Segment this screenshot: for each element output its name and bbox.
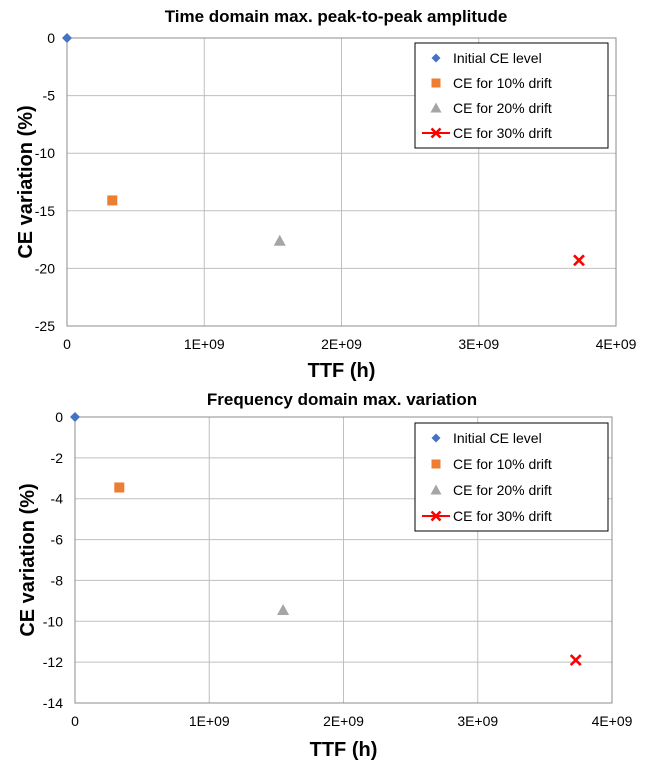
data-point-x xyxy=(573,254,585,267)
legend-box xyxy=(414,422,609,532)
legend-marker xyxy=(430,102,442,113)
y-axis-title: CE variation (%) xyxy=(17,483,39,636)
y-tick-label: -20 xyxy=(35,260,55,276)
legend-label: CE for 20% drift xyxy=(453,482,552,498)
data-point-triangle xyxy=(277,604,290,616)
y-tick-label: 0 xyxy=(55,409,63,425)
y-tick-label: -12 xyxy=(43,654,63,670)
chart-time-domain: Time domain max. peak-to-peak amplitude 0… xyxy=(15,7,637,381)
y-tick-label: -5 xyxy=(43,88,56,104)
legend: Initial CE level CE for 10% drift CE for 2… xyxy=(414,42,609,149)
series-ce-for-20-drift xyxy=(277,604,290,616)
legend-label: CE for 10% drift xyxy=(453,456,552,472)
legend-item-ce-for-30-drift: CE for 30% drift xyxy=(422,125,552,141)
legend-item-initial-ce-level: Initial CE level xyxy=(431,50,542,66)
plot-area xyxy=(74,416,613,704)
series-ce-for-30-drift xyxy=(569,654,582,667)
x-tick-label: 2E+09 xyxy=(321,336,362,352)
x-tick-label: 1E+09 xyxy=(189,713,230,729)
legend-item-ce-for-10-drift: CE for 10% drift xyxy=(431,75,552,91)
data-point-diamond xyxy=(62,33,72,43)
series-ce-for-10-drift xyxy=(114,482,125,493)
legend-item-ce-for-20-drift: CE for 20% drift xyxy=(430,482,552,498)
y-tick-label: -10 xyxy=(35,145,55,161)
legend-item-ce-for-20-drift: CE for 20% drift xyxy=(430,100,552,116)
legend-item-ce-for-30-drift: CE for 30% drift xyxy=(422,508,552,524)
legend-label: Initial CE level xyxy=(453,430,542,446)
legend-label: CE for 30% drift xyxy=(453,125,552,141)
legend-item-ce-for-10-drift: CE for 10% drift xyxy=(431,456,552,472)
x-tick-label: 3E+09 xyxy=(458,336,499,352)
series-ce-for-20-drift xyxy=(273,234,286,246)
legend-label: CE for 20% drift xyxy=(453,100,552,116)
legend-item-initial-ce-level: Initial CE level xyxy=(431,430,542,446)
x-tick-label: 0 xyxy=(63,336,71,352)
y-tick-label: -10 xyxy=(43,613,63,629)
x-axis-title: TTF (h) xyxy=(308,360,376,381)
y-tick-label: -15 xyxy=(35,203,55,219)
legend-marker xyxy=(430,484,442,495)
y-tick-label: -2 xyxy=(51,450,64,466)
y-tick-label: 0 xyxy=(47,30,55,46)
x-tick-label: 4E+09 xyxy=(592,713,633,729)
legend-marker xyxy=(430,127,442,139)
x-tick-label: 1E+09 xyxy=(184,336,225,352)
legend-label: CE for 10% drift xyxy=(453,75,552,91)
chart-title: Frequency domain max. variation xyxy=(207,390,477,409)
x-tick-label: 4E+09 xyxy=(596,336,637,352)
chart-frequency-domain: Frequency domain max. variation 0 -2 -4 -6 -8… xyxy=(17,390,633,761)
data-point-x xyxy=(569,654,582,667)
plot-area xyxy=(66,37,617,327)
legend-marker xyxy=(431,433,441,443)
legend-marker xyxy=(431,53,441,63)
legend-label: Initial CE level xyxy=(453,50,542,66)
x-axis-title: TTF (h) xyxy=(310,739,378,761)
legend: Initial CE level CE for 10% drift CE for 2… xyxy=(414,422,609,532)
x-tick-label: 0 xyxy=(71,713,79,729)
series-initial-ce-level xyxy=(62,33,72,43)
data-point-square xyxy=(107,195,118,206)
series-ce-for-30-drift xyxy=(573,254,585,267)
y-tick-label: -14 xyxy=(43,695,63,711)
y-axis-title: CE variation (%) xyxy=(15,105,37,258)
x-tick-label: 2E+09 xyxy=(323,713,364,729)
series-initial-ce-level xyxy=(70,412,80,422)
x-tick-label: 3E+09 xyxy=(457,713,498,729)
y-tick-label: -6 xyxy=(51,532,64,548)
y-tick-label: -4 xyxy=(51,491,64,507)
data-point-triangle xyxy=(273,234,286,246)
legend-box xyxy=(414,42,609,149)
legend-label: CE for 30% drift xyxy=(453,508,552,524)
legend-marker xyxy=(431,78,441,88)
data-point-diamond xyxy=(70,412,80,422)
y-tick-label: -8 xyxy=(51,572,64,588)
data-point-square xyxy=(114,482,125,493)
y-tick-label: -25 xyxy=(35,318,55,334)
series-ce-for-10-drift xyxy=(107,195,118,206)
chart-title: Time domain max. peak-to-peak amplitude xyxy=(165,7,508,26)
legend-marker xyxy=(431,459,441,469)
legend-marker xyxy=(430,510,442,522)
